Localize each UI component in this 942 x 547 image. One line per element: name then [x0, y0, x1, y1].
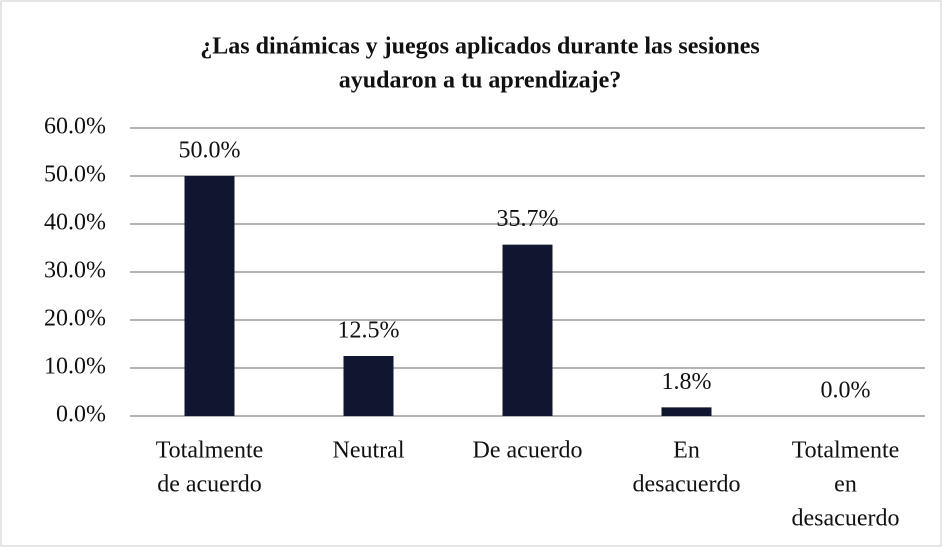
y-tick-label: 30.0%	[44, 258, 106, 284]
x-tick-label: Totalmente	[792, 438, 900, 464]
x-tick-label: de acuerdo	[157, 472, 262, 498]
value-label: 12.5%	[338, 318, 400, 344]
x-tick-label: Totalmente	[156, 438, 264, 464]
value-label: 0.0%	[821, 378, 871, 404]
y-tick-label: 0.0%	[56, 402, 106, 428]
x-tick-label: desacuerdo	[633, 472, 741, 498]
x-tick-label: En	[673, 438, 700, 464]
x-tick-label: desacuerdo	[792, 506, 900, 532]
y-tick-label: 10.0%	[44, 354, 106, 380]
y-tick-label: 40.0%	[44, 210, 106, 236]
x-tick-label: en	[834, 472, 857, 498]
x-tick-label: De acuerdo	[473, 438, 583, 464]
y-tick-label: 20.0%	[44, 306, 106, 332]
y-tick-label: 50.0%	[44, 162, 106, 188]
value-label: 35.7%	[497, 206, 559, 232]
bar	[184, 176, 235, 416]
bar	[343, 356, 394, 416]
value-label: 50.0%	[179, 138, 241, 164]
x-tick-label: Neutral	[333, 438, 405, 464]
bar	[661, 407, 712, 416]
value-label: 1.8%	[662, 369, 712, 395]
y-tick-label: 60.0%	[44, 114, 106, 140]
bar	[502, 244, 553, 416]
chart-title: ¿Las dinámicas y juegos aplicados durant…	[200, 34, 759, 60]
chart-title: ayudaron a tu aprendizaje?	[339, 68, 621, 94]
